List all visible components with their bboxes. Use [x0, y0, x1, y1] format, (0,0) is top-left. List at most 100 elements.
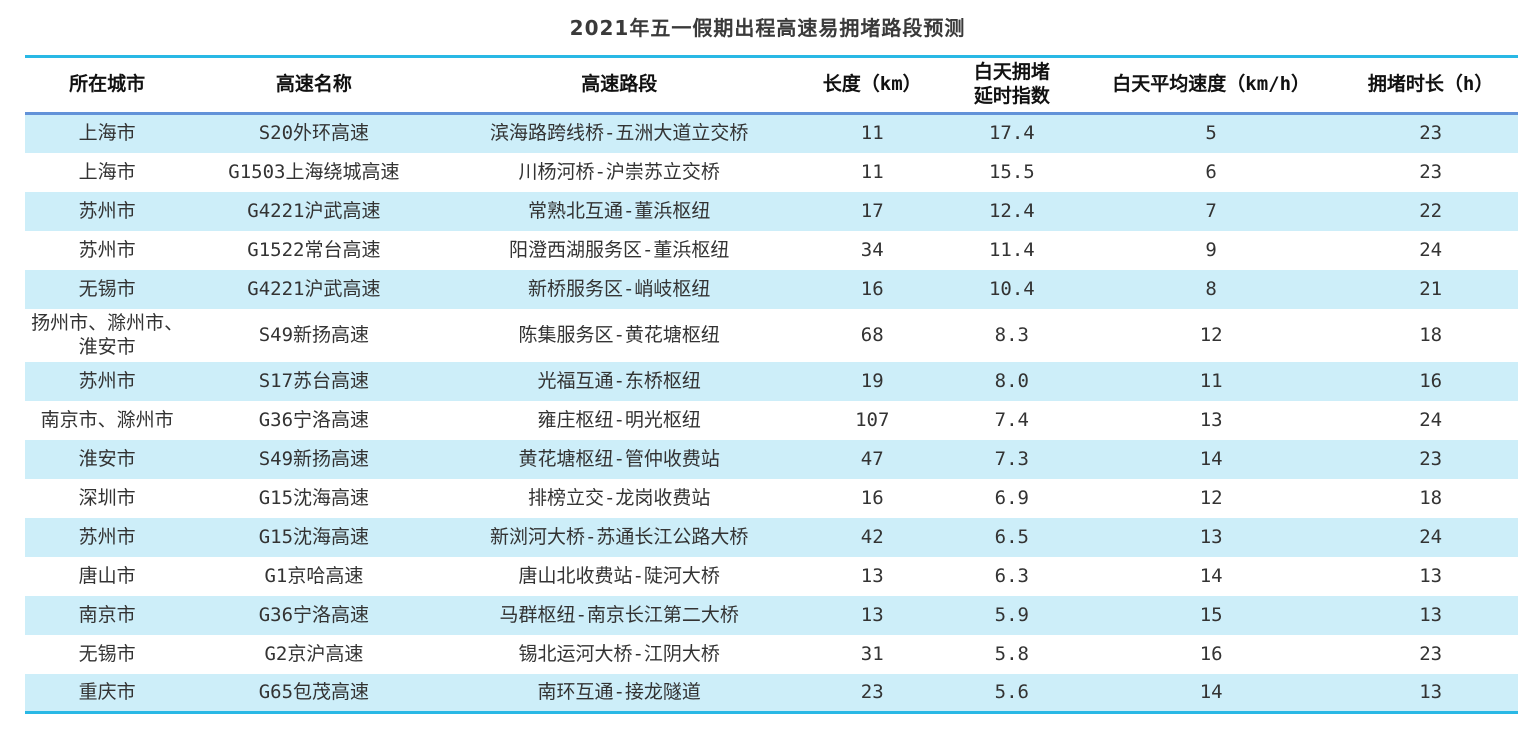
cell-daytime-delay-index: 8.0 [994, 370, 1029, 393]
cell-length-km: 16 [860, 277, 884, 300]
cell-highway-section: 滨海路跨线桥-五洲大道立交桥 [489, 122, 749, 145]
cell-city: 苏州市 [78, 238, 136, 261]
cell-daytime-avg-speed: 13 [1199, 409, 1223, 432]
cell-city: 唐山市 [78, 565, 136, 588]
column-header-daytime-delay-index: 白天拥堵 延时指数 [944, 56, 1080, 115]
cell-daytime-avg-speed: 16 [1199, 643, 1223, 666]
cell-highway-section: 阳澄西湖服务区-董浜枢纽 [508, 238, 730, 261]
cell-highway-section: 马群枢纽-南京长江第二大桥 [499, 604, 739, 627]
cell-daytime-avg-speed: 8 [1205, 277, 1217, 300]
cell-congestion-duration-h: 21 [1419, 277, 1443, 300]
cell-highway-name: S20外环高速 [258, 122, 370, 145]
cell-daytime-delay-index: 6.5 [994, 526, 1029, 549]
cell-daytime-avg-speed: 13 [1199, 526, 1223, 549]
cell-city: 上海市 [78, 160, 136, 183]
table-row: 苏州市 G15沈海高速 新浏河大桥-苏通长江公路大桥 42 6.5 13 24 [25, 517, 1518, 557]
cell-highway-section: 唐山北收费站-陡河大桥 [518, 565, 720, 588]
cell-daytime-delay-index: 6.9 [994, 487, 1029, 510]
cell-highway-section: 南环互通-接龙隧道 [537, 681, 701, 704]
cell-length-km: 68 [860, 323, 884, 346]
cell-city: 无锡市 [78, 643, 136, 666]
table-body: 上海市 S20外环高速 滨海路跨线桥-五洲大道立交桥 11 17.4 5 23 上海市 G150… [25, 113, 1518, 713]
cell-daytime-avg-speed: 14 [1199, 448, 1223, 471]
cell-congestion-duration-h: 16 [1419, 370, 1443, 393]
cell-length-km: 13 [860, 565, 884, 588]
column-header-congestion-duration-h: 拥堵时长（h） [1343, 56, 1518, 115]
cell-daytime-avg-speed: 14 [1199, 565, 1223, 588]
cell-daytime-delay-index: 5.6 [994, 681, 1029, 704]
cell-highway-section: 陈集服务区-黄花塘枢纽 [518, 323, 720, 346]
cell-congestion-duration-h: 24 [1419, 409, 1443, 432]
cell-length-km: 23 [860, 681, 884, 704]
cell-length-km: 11 [860, 160, 884, 183]
table-row: 淮安市 S49新扬高速 黄花塘枢纽-管仲收费站 47 7.3 14 23 [25, 439, 1518, 479]
cell-highway-name: S49新扬高速 [258, 323, 370, 346]
cell-daytime-avg-speed: 12 [1199, 323, 1223, 346]
cell-congestion-duration-h: 23 [1419, 643, 1443, 666]
cell-daytime-delay-index: 17.4 [988, 122, 1035, 145]
table-row: 无锡市 G2京沪高速 锡北运河大桥-江阴大桥 31 5.8 16 23 [25, 635, 1518, 674]
cell-highway-name: G4221沪武高速 [247, 277, 381, 300]
cell-daytime-delay-index: 10.4 [988, 277, 1035, 300]
cell-daytime-delay-index: 5.8 [994, 643, 1029, 666]
column-header-city: 所在城市 [25, 56, 190, 115]
cell-highway-section: 锡北运河大桥-江阴大桥 [518, 643, 720, 666]
cell-daytime-avg-speed: 5 [1205, 122, 1217, 145]
cell-length-km: 17 [860, 199, 884, 222]
table-row: 上海市 G1503上海绕城高速 川杨河桥-沪崇苏立交桥 11 15.5 6 23 [25, 153, 1518, 192]
cell-city: 南京市 [78, 604, 136, 627]
table-row: 无锡市 G4221沪武高速 新桥服务区-峭岐枢纽 16 10.4 8 21 [25, 269, 1518, 309]
column-header-length-km: 长度（km） [799, 56, 945, 115]
cell-length-km: 11 [860, 122, 884, 145]
cell-city: 上海市 [78, 122, 136, 145]
cell-daytime-delay-index: 6.3 [994, 565, 1029, 588]
table-row: 苏州市 S17苏台高速 光福互通-东桥枢纽 19 8.0 11 16 [25, 361, 1518, 401]
cell-daytime-delay-index: 12.4 [988, 199, 1035, 222]
cell-length-km: 19 [860, 370, 884, 393]
table-container: 所在城市 高速名称 高速路段 长度（km） 白天拥堵 延时指数 白天平均速度（km/h）拥… [25, 55, 1518, 715]
cell-length-km: 42 [860, 526, 884, 549]
cell-city: 苏州市 [78, 526, 136, 549]
cell-highway-name: G15沈海高速 [258, 526, 370, 549]
cell-congestion-duration-h: 22 [1419, 199, 1443, 222]
cell-city: 淮安市 [78, 448, 136, 471]
cell-highway-name: G1522常台高速 [247, 238, 381, 261]
cell-daytime-avg-speed: 9 [1205, 238, 1217, 261]
cell-length-km: 47 [860, 448, 884, 471]
cell-highway-name: G1503上海绕城高速 [228, 160, 400, 183]
table-row: 上海市 S20外环高速 滨海路跨线桥-五洲大道立交桥 11 17.4 5 23 [25, 113, 1518, 153]
cell-highway-name: G1京哈高速 [264, 565, 364, 588]
table-header: 所在城市 高速名称 高速路段 长度（km） 白天拥堵 延时指数 白天平均速度（km/h）拥… [25, 56, 1518, 115]
column-header-highway-name: 高速名称 [189, 56, 439, 115]
cell-highway-section: 新浏河大桥-苏通长江公路大桥 [489, 526, 749, 549]
cell-congestion-duration-h: 18 [1419, 323, 1443, 346]
cell-highway-section: 川杨河桥-沪崇苏立交桥 [518, 160, 720, 183]
cell-length-km: 107 [855, 409, 890, 432]
cell-highway-name: G2京沪高速 [264, 643, 364, 666]
cell-city: 南京市、滁州市 [40, 409, 174, 432]
cell-daytime-avg-speed: 14 [1199, 681, 1223, 704]
cell-daytime-delay-index: 5.9 [994, 604, 1029, 627]
table-row: 南京市 G36宁洛高速 马群枢纽-南京长江第二大桥 13 5.9 15 13 [25, 595, 1518, 635]
cell-highway-name: G4221沪武高速 [247, 199, 381, 222]
congestion-forecast-table: 所在城市 高速名称 高速路段 长度（km） 白天拥堵 延时指数 白天平均速度（km/h）拥… [25, 55, 1518, 715]
cell-congestion-duration-h: 23 [1419, 448, 1443, 471]
cell-city: 深圳市 [78, 487, 136, 510]
cell-daytime-delay-index: 15.5 [988, 160, 1035, 183]
cell-daytime-delay-index: 8.3 [994, 323, 1029, 346]
table-row: 南京市、滁州市 G36宁洛高速 雍庄枢纽-明光枢纽 107 7.4 13 24 [25, 401, 1518, 440]
table-row: 唐山市 G1京哈高速 唐山北收费站-陡河大桥 13 6.3 14 13 [25, 557, 1518, 596]
cell-city: 重庆市 [78, 681, 136, 704]
cell-daytime-avg-speed: 12 [1199, 487, 1223, 510]
table-row: 扬州市、滁州市、淮安市 S49新扬高速 陈集服务区-黄花塘枢纽 68 8.3 12 18 [25, 309, 1518, 362]
cell-city: 苏州市 [78, 199, 136, 222]
cell-length-km: 31 [860, 643, 884, 666]
page-title: 2021年五一假期出程高速易拥堵路段预测 [569, 16, 966, 40]
cell-highway-section: 雍庄枢纽-明光枢纽 [537, 409, 701, 432]
cell-daytime-delay-index: 7.3 [994, 448, 1029, 471]
column-header-highway-section: 高速路段 [438, 56, 800, 115]
cell-highway-name: S49新扬高速 [258, 448, 370, 471]
cell-highway-name: G36宁洛高速 [258, 604, 370, 627]
cell-highway-name: S17苏台高速 [258, 370, 370, 393]
table-row: 深圳市 G15沈海高速 排榜立交-龙岗收费站 16 6.9 12 18 [25, 479, 1518, 518]
